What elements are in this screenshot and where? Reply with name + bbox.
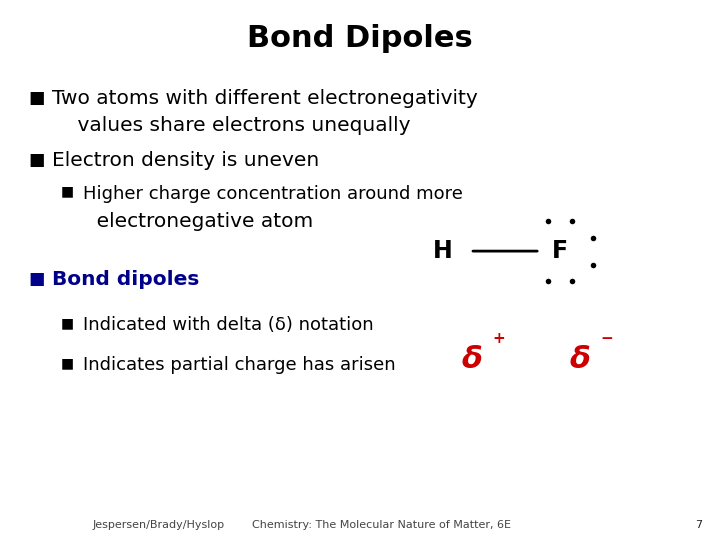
Text: ■: ■ bbox=[29, 151, 45, 169]
Text: ■: ■ bbox=[61, 185, 74, 199]
Text: Electron density is uneven: Electron density is uneven bbox=[52, 151, 319, 170]
Text: Two atoms with different electronegativity: Two atoms with different electronegativi… bbox=[52, 89, 477, 108]
Text: values share electrons unequally: values share electrons unequally bbox=[52, 116, 410, 135]
Text: electronegative atom: electronegative atom bbox=[52, 212, 313, 231]
Text: Indicates partial charge has arisen: Indicates partial charge has arisen bbox=[83, 356, 395, 374]
Text: Bond dipoles: Bond dipoles bbox=[52, 270, 199, 289]
Text: ■: ■ bbox=[29, 89, 45, 107]
Text: ■: ■ bbox=[61, 316, 74, 330]
Text: Indicated with delta (δ) notation: Indicated with delta (δ) notation bbox=[83, 316, 374, 334]
Text: ■: ■ bbox=[61, 356, 74, 370]
Text: Bond Dipoles: Bond Dipoles bbox=[247, 24, 473, 53]
Text: −: − bbox=[600, 331, 613, 346]
Text: Jespersen/Brady/Hyslop: Jespersen/Brady/Hyslop bbox=[92, 520, 225, 530]
Text: F: F bbox=[552, 239, 568, 263]
Text: δ: δ bbox=[569, 345, 590, 374]
Text: H: H bbox=[433, 239, 453, 263]
Text: Chemistry: The Molecular Nature of Matter, 6E: Chemistry: The Molecular Nature of Matte… bbox=[252, 520, 511, 530]
Text: δ: δ bbox=[461, 345, 482, 374]
Text: +: + bbox=[492, 331, 505, 346]
Text: ■: ■ bbox=[29, 270, 45, 288]
Text: 7: 7 bbox=[695, 520, 702, 530]
Text: Higher charge concentration around more: Higher charge concentration around more bbox=[83, 185, 463, 202]
